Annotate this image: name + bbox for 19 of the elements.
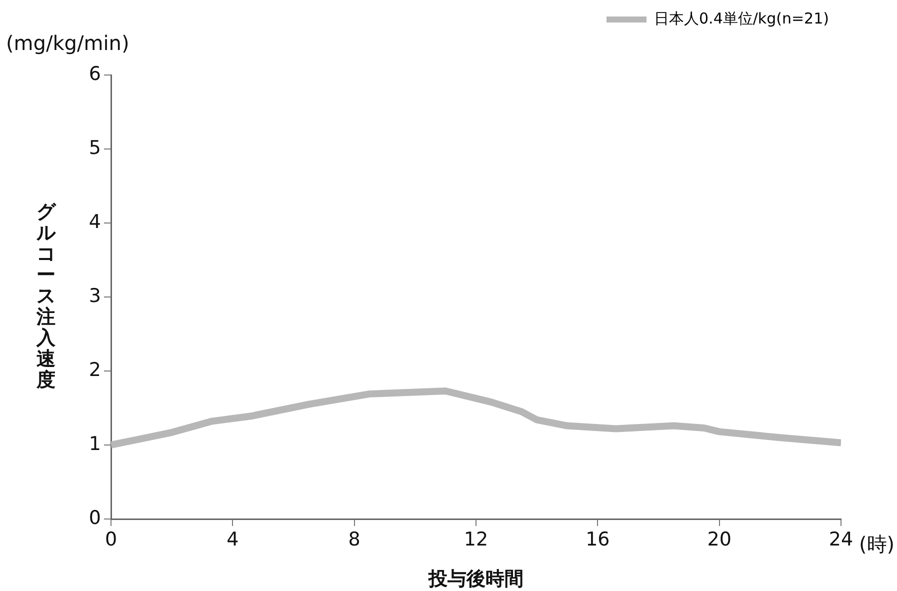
text: (mg/kg/min) (6, 31, 130, 56)
y-tick-label: 1 (88, 432, 101, 455)
y-tick-label: 3 (88, 284, 101, 307)
x-tick-label: 0 (104, 528, 118, 550)
y-tick-label: 0 (88, 506, 101, 529)
x-axis-title: 投与後時間 (428, 568, 524, 590)
x-tick-label: 8 (348, 528, 360, 550)
x-tick-label: 16 (586, 528, 610, 550)
text: グルコース注入速度 (36, 200, 56, 391)
y-tick-label: 4 (88, 210, 101, 233)
legend-label: 日本人0.4単位/kg(n=21) (654, 9, 829, 28)
x-tick-label: 20 (707, 528, 732, 550)
y-tick-label: 6 (88, 62, 101, 85)
y-tick-label: 5 (88, 136, 101, 159)
y-tick-label: 2 (88, 358, 101, 381)
x-tick-label: 12 (464, 528, 488, 550)
x-tick-label: 24 (828, 528, 854, 550)
text: (時) (859, 532, 895, 556)
x-tick-label: 4 (226, 528, 239, 550)
